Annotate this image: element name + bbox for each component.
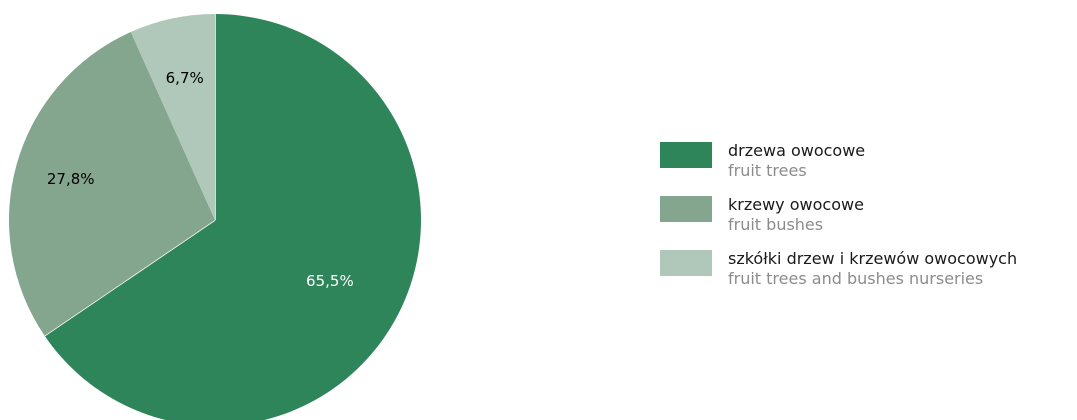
legend-label-nurseries: szkółki drzew i krzewów owocowych bbox=[728, 249, 1018, 268]
pie-slice-nurseries bbox=[130, 13, 215, 220]
legend-swatch-fruit-trees bbox=[660, 142, 712, 168]
legend-sublabel-fruit-trees: fruit trees bbox=[728, 161, 807, 180]
legend-swatch-nurseries bbox=[660, 250, 712, 276]
slice-label-fruit-trees: 65,5% bbox=[306, 272, 354, 290]
pie-slice-fruit-trees bbox=[44, 14, 421, 420]
slice-label-nurseries: 6,7% bbox=[166, 69, 204, 87]
legend-swatch-fruit-bushes bbox=[660, 196, 712, 222]
slice-label-fruit-bushes: 27,8% bbox=[47, 170, 95, 188]
legend-label-fruit-trees: drzewa owocowe bbox=[728, 141, 866, 160]
pie-chart: 65,5% 27,8% 6,7% bbox=[9, 13, 421, 420]
legend-item-fruit-trees: drzewa owocowe fruit trees bbox=[660, 141, 1077, 195]
legend-item-fruit-bushes: krzewy owocowe fruit bushes bbox=[660, 195, 1077, 249]
legend-sublabel-fruit-bushes: fruit bushes bbox=[728, 215, 824, 234]
legend-label-fruit-bushes: krzewy owocowe bbox=[728, 195, 864, 214]
legend-sublabel-nurseries: fruit trees and bushes nurseries bbox=[728, 269, 984, 288]
pie-slice-fruit-bushes bbox=[9, 31, 216, 336]
legend: drzewa owocowe fruit trees krzewy owocow… bbox=[660, 141, 1077, 303]
legend-item-nurseries: szkółki drzew i krzewów owocowych fruit … bbox=[660, 249, 1077, 303]
